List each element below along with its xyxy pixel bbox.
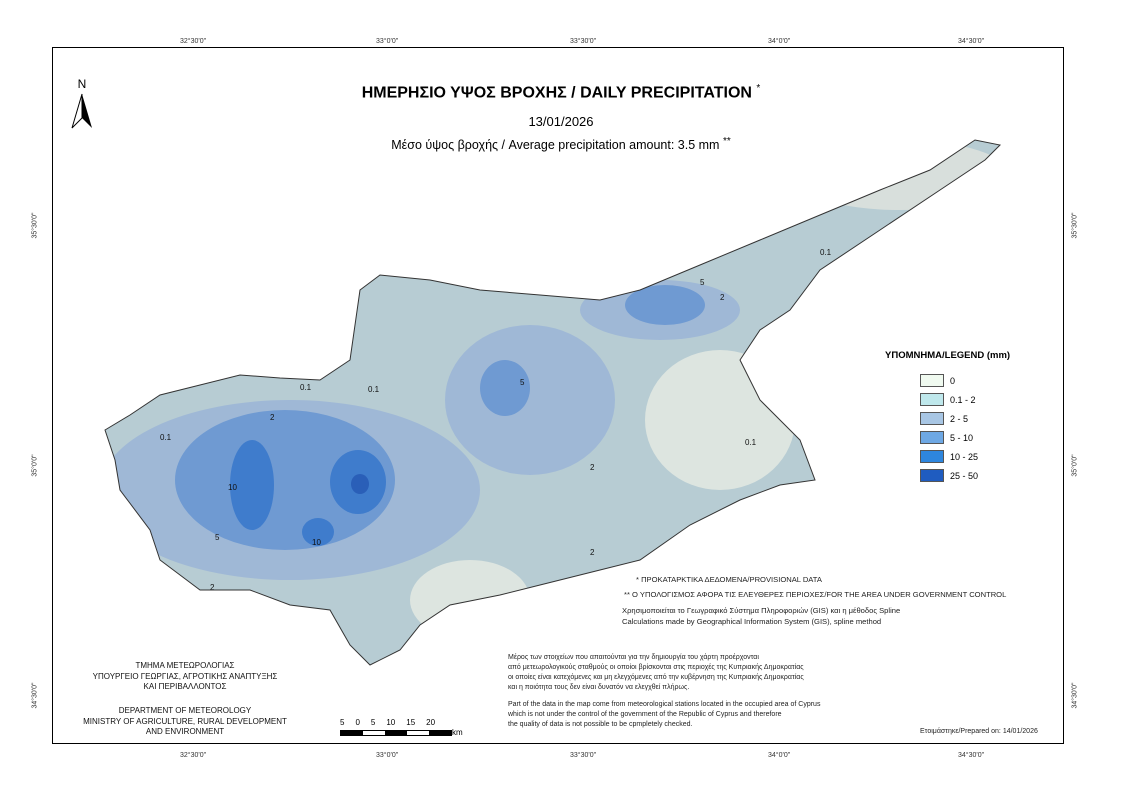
map-date: 13/01/2026 [528,114,594,129]
legend-item: 2 - 5 [920,409,1010,428]
contour-label: 5 [520,378,525,387]
legend-label: 2 - 5 [950,413,969,424]
zone-5-10 [480,360,530,416]
lon-label-top: 33°30'0" [570,38,597,45]
legend-label: 25 - 50 [950,470,979,481]
zone-5-10 [175,410,395,550]
legend-item: 10 - 25 [920,447,1010,466]
area-note: ** Ο ΥΠΟΛΟΓΙΣΜΟΣ ΑΦΟΡΑ ΤΙΣ ΕΛΕΥΘΕΡΕΣ ΠΕΡ… [624,590,1007,599]
legend-label: 0.1 - 2 [950,394,976,405]
legend-item: 25 - 50 [920,466,1010,485]
disclaimer-en: Part of the data in the map come from me… [508,701,821,728]
contour-label: 0.1 [300,383,312,392]
contour-label: 2 [590,463,595,472]
contour-label: 0.1 [160,433,172,442]
legend-swatch [920,374,944,387]
lon-label-top: 32°30'0" [180,38,207,45]
disclaimer-gr: Μέρος των στοιχείων που απαιτούνται για … [508,654,804,691]
lon-label-bottom: 34°0'0" [768,752,791,759]
prepared-date: Ετοιμάστηκε/Prepared on: 14/01/2026 [920,728,1038,735]
legend-item: 0.1 - 2 [920,390,1010,409]
zone-5-10 [625,285,705,325]
contour-label: 0.1 [745,438,757,447]
lon-label-top: 34°0'0" [768,38,791,45]
lon-label-top: 34°30'0" [958,38,985,45]
map-title: ΗΜΕΡΗΣΙΟ ΥΨΟΣ ΒΡΟΧΗΣ / DAILY PRECIPITATI… [361,83,761,102]
contour-label: 2 [720,293,725,302]
provisional-note: * ΠΡΟΚΑΤΑΡΚΤΙΚΑ ΔΕΔΟΜΕΝΑ/PROVISIONAL DAT… [636,575,822,584]
legend-swatch [920,412,944,425]
legend-label: 5 - 10 [950,432,974,443]
contour-label: 10 [312,538,321,547]
legend-title: ΥΠΟΜΝΗΜΑ/LEGEND (mm) [885,350,1011,361]
org-name-gr: ΤΜΗΜΑ ΜΕΤΕΩΡΟΛΟΓΙΑΣ ΥΠΟΥΡΓΕΙΟ ΓΕΩΡΓΙΑΣ, Α… [92,661,278,691]
contour-label: 5 [215,533,220,542]
legend-swatch [920,469,944,482]
legend-swatch [920,450,944,463]
legend-swatch [920,393,944,406]
legend-item: 5 - 10 [920,428,1010,447]
zone-0 [410,560,530,640]
average-precipitation: Μέσο ύψος βροχής / Average precipitation… [391,136,731,153]
method-note-en: Calculations made by Geographical Inform… [622,617,882,626]
legend-label: 0 [950,375,956,386]
contour-label: 2 [590,548,595,557]
legend-label: 10 - 25 [950,451,979,462]
legend-swatch [920,431,944,444]
scale-bar: 5 0 5 10 15 20 km [340,718,463,737]
north-arrow: N [71,77,92,129]
zone-10-25 [302,518,334,546]
map-frame [52,47,1064,744]
zone-2-5 [445,325,615,475]
contour-label: 5 [700,278,705,287]
north-label: N [78,77,87,91]
contour-label: 2 [270,413,275,422]
scale-unit: km [452,728,463,737]
method-note-gr: Χρησιμοποιείται το Γεωγραφικό Σύστημα Πλ… [622,606,901,615]
legend-item: 0 [920,371,1010,390]
legend: ΥΠΟΜΝΗΜΑ/LEGEND (mm) 0 0.1 - 2 2 - 5 5 - 10… [885,350,1010,485]
zone-10-25 [230,440,274,530]
zone-0 [645,350,795,490]
lon-label-bottom: 32°30'0" [180,752,207,759]
org-name-en: DEPARTMENT OF METEOROLOGY MINISTRY OF AGR… [83,706,287,736]
zone-25-50 [351,474,369,494]
contour-label: 2 [210,583,215,592]
lon-label-bottom: 34°30'0" [958,752,985,759]
lon-label-top: 33°0'0" [376,38,399,45]
lon-label-bottom: 33°0'0" [376,752,399,759]
contour-label: 0.1 [368,385,380,394]
contour-label: 10 [228,483,237,492]
contour-labels: 0.1 0.1 2 5 2 0.1 2 5 10 10 5 2 0.1 2 0.… [160,248,832,592]
lon-label-bottom: 33°30'0" [570,752,597,759]
contour-label: 0.1 [820,248,832,257]
